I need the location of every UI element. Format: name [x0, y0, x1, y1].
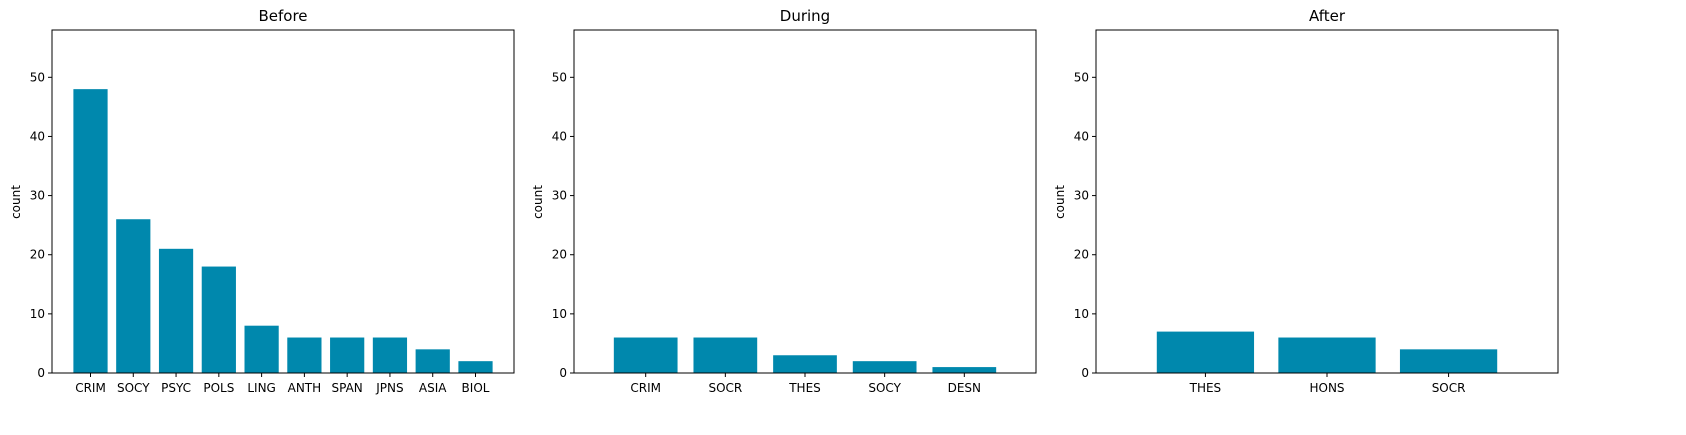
bar-thes [1156, 331, 1255, 373]
bar-span [330, 337, 365, 373]
y-tick-label: 30 [552, 189, 567, 203]
y-tick-label: 10 [30, 307, 45, 321]
y-tick-label: 20 [552, 248, 567, 262]
x-tick-label: JPNS [375, 381, 403, 395]
chart-panel-after: After count 0 10 20 30 40 50 THES HONS SOCR [1053, 7, 1559, 395]
y-axis-label: count [9, 185, 23, 219]
bars [1156, 331, 1498, 373]
bar-desn [932, 367, 997, 373]
y-tick-label: 50 [30, 70, 45, 84]
y-tick-label: 30 [1074, 189, 1089, 203]
x-tick-label: CRIM [75, 381, 106, 395]
bar-anth [287, 337, 322, 373]
y-tick-label: 20 [30, 248, 45, 262]
y-tick-label: 0 [559, 366, 567, 380]
y-axis-label: count [1053, 185, 1067, 219]
bar-socy [116, 219, 151, 373]
y-tick-label: 40 [552, 129, 567, 143]
bar-crim [73, 89, 108, 373]
x-tick-label: THES [788, 381, 821, 395]
x-ticks: CRIM SOCR THES SOCY DESN [630, 373, 981, 395]
y-tick-label: 10 [1074, 307, 1089, 321]
bar-hons [1278, 337, 1376, 373]
x-tick-label: SOCY [117, 381, 150, 395]
x-tick-label: ANTH [288, 381, 322, 395]
chart-title: During [780, 7, 830, 25]
bars [613, 337, 997, 373]
x-tick-label: HONS [1309, 381, 1344, 395]
bar-socy [852, 361, 917, 373]
y-tick-label: 0 [1081, 366, 1089, 380]
y-tick-label: 50 [552, 70, 567, 84]
y-tick-label: 50 [1074, 70, 1089, 84]
x-tick-label: SOCR [1432, 381, 1466, 395]
x-tick-label: DESN [948, 381, 981, 395]
chart-title: Before [258, 7, 307, 25]
bar-biol [458, 361, 493, 373]
bar-socr [693, 337, 758, 373]
y-ticks: 0 10 20 30 40 50 [1074, 70, 1096, 380]
bar-asia [415, 349, 450, 373]
y-tick-label: 0 [37, 366, 45, 380]
y-axis-label: count [531, 185, 545, 219]
axes-frame [1095, 29, 1559, 374]
chart-panel-before: Before count 0 10 20 30 40 50 CRIM SOCY PSYC POL… [9, 7, 515, 395]
y-tick-label: 30 [30, 189, 45, 203]
axes-frame [51, 29, 515, 374]
x-tick-label: SOCR [708, 381, 742, 395]
bar-thes [773, 355, 837, 373]
x-tick-label: BIOL [462, 381, 490, 395]
x-tick-label: CRIM [630, 381, 661, 395]
x-tick-label: ASIA [419, 381, 447, 395]
x-tick-label: SPAN [332, 381, 363, 395]
x-tick-label: THES [1189, 381, 1222, 395]
y-tick-label: 20 [1074, 248, 1089, 262]
y-ticks: 0 10 20 30 40 50 [30, 70, 52, 380]
bar-ling [244, 325, 279, 373]
y-ticks: 0 10 20 30 40 50 [552, 70, 574, 380]
bar-pols [201, 266, 236, 373]
axes-frame [573, 29, 1037, 374]
bars [73, 89, 493, 373]
x-tick-label: PSYC [161, 381, 191, 395]
chart-panel-during: During count 0 10 20 30 40 50 CRIM SOCR THES SOC… [531, 7, 1037, 395]
chart-title: After [1309, 7, 1346, 25]
bar-jpns [372, 337, 408, 373]
bar-crim [613, 337, 678, 373]
x-ticks: CRIM SOCY PSYC POLS LING ANTH SPAN JPNS ASIA BIOL [75, 373, 490, 395]
bar-psyc [158, 248, 194, 373]
x-tick-label: POLS [203, 381, 234, 395]
y-tick-label: 10 [552, 307, 567, 321]
y-tick-label: 40 [30, 129, 45, 143]
x-tick-label: SOCY [868, 381, 901, 395]
y-tick-label: 40 [1074, 129, 1089, 143]
x-tick-label: LING [247, 381, 276, 395]
x-ticks: THES HONS SOCR [1189, 373, 1466, 395]
bar-socr [1399, 349, 1498, 373]
